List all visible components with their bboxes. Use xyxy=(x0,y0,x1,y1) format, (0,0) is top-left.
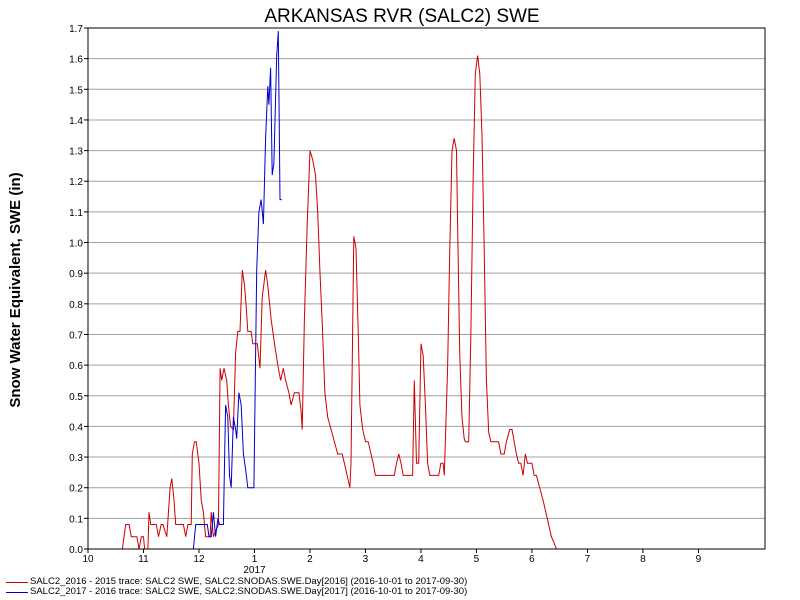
legend-swatch-red xyxy=(6,581,28,583)
legend-item: SALC2_2016 - 2015 trace: SALC2 SWE, SALC… xyxy=(6,577,467,587)
y-axis-label: Snow Water Equivalent, SWE (in) xyxy=(7,172,24,407)
x-tick-label: 2 xyxy=(307,554,313,565)
legend-item: SALC2_2017 - 2016 trace: SALC2 SWE, SALC… xyxy=(6,587,467,597)
y-tick-label: 1.6 xyxy=(69,55,83,66)
y-tick-label: 0.6 xyxy=(69,361,83,372)
y-tick-label: 1.1 xyxy=(69,208,83,219)
y-tick-label: 1.2 xyxy=(69,177,83,188)
legend-swatch-blue xyxy=(6,591,28,593)
series-line-2016 xyxy=(121,55,557,550)
series-layer xyxy=(121,31,557,550)
x-tick-label: 5 xyxy=(474,554,480,565)
y-tick-label: 0.7 xyxy=(69,330,83,341)
y-tick-label: 0.5 xyxy=(69,392,83,403)
y-tick-label: 1.3 xyxy=(69,147,83,158)
y-tick-label: 1.7 xyxy=(69,24,83,35)
x-tick-label: 8 xyxy=(640,554,646,565)
x-tick-label: 6 xyxy=(529,554,535,565)
x-tick-label: 3 xyxy=(363,554,369,565)
plot-frame xyxy=(87,27,766,550)
x-tick-label: 4 xyxy=(418,554,424,565)
x-tick-label: 10 xyxy=(82,554,94,565)
x-tick-label: 1 xyxy=(252,554,258,565)
series-line-2017 xyxy=(192,31,282,550)
grid-lines xyxy=(88,27,765,550)
y-tick-label: 1.5 xyxy=(69,85,83,96)
y-tick-label: 0.9 xyxy=(69,269,83,280)
y-tick-label: 0.3 xyxy=(69,453,83,464)
y-tick-label: 1.4 xyxy=(69,116,83,127)
legend: SALC2_2016 - 2015 trace: SALC2 SWE, SALC… xyxy=(6,577,467,597)
y-tick-label: 0.1 xyxy=(69,514,83,525)
y-tick-label: 0.8 xyxy=(69,300,83,311)
x-tick-label: 7 xyxy=(585,554,591,565)
y-tick-label: 1.0 xyxy=(69,239,83,250)
year-label: 2017 xyxy=(243,565,266,576)
chart-title: ARKANSAS RVR (SALC2) SWE xyxy=(264,6,539,27)
legend-label: SALC2_2017 - 2016 trace: SALC2 SWE, SALC… xyxy=(30,586,468,597)
x-tick-label: 12 xyxy=(193,554,205,565)
y-tick-label: 0.0 xyxy=(69,545,83,556)
y-tick-label: 0.4 xyxy=(69,422,83,433)
y-tick-label: 0.2 xyxy=(69,484,83,495)
x-tick-label: 11 xyxy=(138,554,149,565)
x-tick-label: 9 xyxy=(696,554,702,565)
legend-label: SALC2_2016 - 2015 trace: SALC2 SWE, SALC… xyxy=(30,576,468,587)
y-tick-labels: 0.0 0.1 0.2 0.3 0.4 0.5 0.6 0.7 0.8 0.9 1.0 1.1 1.2 1… xyxy=(69,24,88,556)
